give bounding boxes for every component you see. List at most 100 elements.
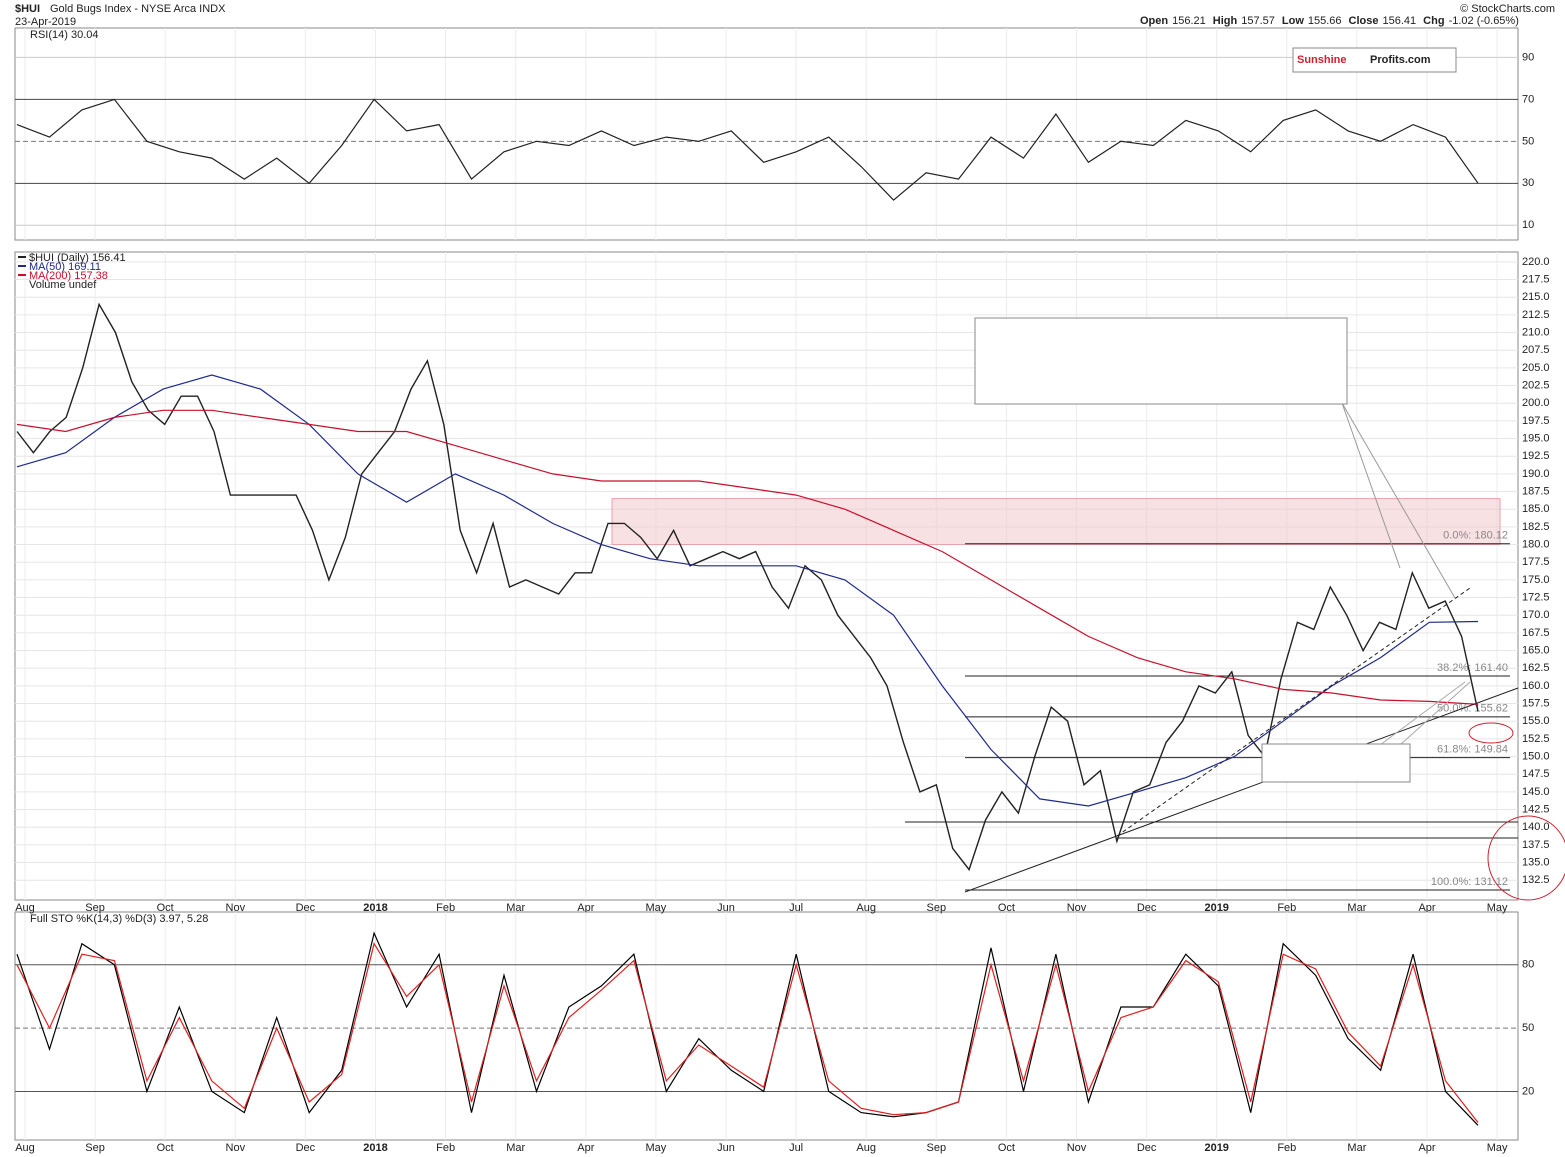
x-tick-label: May [1487,902,1508,914]
x-tick-label: Aug [856,1142,876,1154]
resistance-zone [611,498,1501,546]
x-tick-label: 2018 [363,902,387,914]
quote: Open 156.21 High 157.57 Low 155.66 Close 156.41… [1140,15,1519,27]
x-tick-label: Jun [717,902,735,914]
y-tick-label: 10 [1522,219,1534,231]
y-tick-label: 142.5 [1522,803,1550,815]
quote-label: High [1213,15,1238,27]
x-tick-label: Feb [1277,902,1296,914]
y-tick-label: 200.0 [1522,397,1550,409]
x-tick-label: Sep [927,1142,947,1154]
logo-profits: Profits.com [1370,54,1431,66]
callout-box [974,317,1348,405]
series-line [16,931,1479,1126]
callout-arrow [1379,681,1466,746]
y-tick-label: 177.5 [1522,556,1550,568]
y-tick-label: 152.5 [1522,733,1550,745]
x-tick-label: Apr [577,1142,594,1154]
callout-arrow [1399,681,1471,746]
y-tick-label: 165.0 [1522,644,1550,656]
y-tick-label: 70 [1522,93,1534,105]
series-line [16,374,1479,807]
y-tick-label: 195.0 [1522,432,1550,444]
quote-value: 155.66 [1308,15,1342,27]
symbol: $HUI [15,3,40,15]
y-tick-label: 180.0 [1522,538,1550,550]
y-tick-label: 90 [1522,51,1534,63]
sto-frame [14,911,1519,1141]
x-tick-label: Aug [15,902,35,914]
y-tick-label: 215.0 [1522,291,1550,303]
x-tick-label: Aug [15,1142,35,1154]
x-tick-label: 2019 [1204,1142,1228,1154]
y-tick-label: 80 [1522,959,1534,971]
x-tick-label: Nov [226,1142,246,1154]
x-tick-label: Dec [1137,1142,1157,1154]
legend-swatch [18,265,26,267]
x-tick-label: Aug [856,902,876,914]
x-tick-label: Feb [436,902,455,914]
panel-title: RSI(14) 30.04 [30,29,98,41]
logo-box [1292,47,1457,73]
quote-label: Close [1349,15,1379,27]
y-tick-label: 197.5 [1522,415,1550,427]
x-tick-label: May [646,1142,667,1154]
quote-value: 157.57 [1241,15,1275,27]
x-tick-label: Nov [1067,902,1087,914]
y-tick-label: 192.5 [1522,450,1550,462]
chart-date: 23-Apr-2019 [15,16,76,28]
fib-label: 61.8%: 149.84 [1437,744,1508,756]
x-tick-label: Jul [789,902,803,914]
x-tick-label: May [1487,1142,1508,1154]
highlight-circle [1487,815,1565,901]
legend-entry: $HUI (Daily) 156.41 [29,252,126,264]
y-tick-label: 155.0 [1522,715,1550,727]
callout-box [1261,743,1411,783]
quote-value: -1.02 (-0.65%) [1449,15,1519,27]
volume-label: Volume undef [29,279,97,291]
series-line [16,302,1479,872]
copyright: © StockCharts.com [1460,3,1555,15]
y-tick-label: 185.0 [1522,503,1550,515]
logo-sunshine: Sunshine [1297,54,1347,66]
x-tick-label: Jun [717,1142,735,1154]
quote-value: 156.21 [1172,15,1206,27]
y-tick-label: 175.0 [1522,574,1550,586]
x-tick-label: Feb [1277,1142,1296,1154]
x-tick-label: 2019 [1204,902,1228,914]
x-tick-label: Mar [506,902,525,914]
y-tick-label: 212.5 [1522,309,1550,321]
fib-label: 0.0%: 180.12 [1443,530,1508,542]
x-tick-label: Nov [1067,1142,1087,1154]
fib-label: 100.0%: 131.12 [1431,876,1508,888]
x-tick-label: Oct [157,1142,174,1154]
x-tick-label: Dec [296,902,316,914]
x-tick-label: Dec [296,1142,316,1154]
y-tick-label: 160.0 [1522,680,1550,692]
y-tick-label: 30 [1522,177,1534,189]
x-tick-label: Apr [1418,1142,1435,1154]
y-tick-label: 220.0 [1522,256,1550,268]
x-tick-label: Sep [927,902,947,914]
x-tick-label: Jul [789,1142,803,1154]
x-tick-label: 2018 [363,1142,387,1154]
x-tick-label: Oct [157,902,174,914]
x-tick-label: Mar [506,1142,525,1154]
series-line [16,98,1479,201]
y-tick-label: 202.5 [1522,379,1550,391]
series-line [16,942,1479,1123]
quote-value: 156.41 [1383,15,1417,27]
y-tick-label: 182.5 [1522,521,1550,533]
y-tick-label: 210.0 [1522,326,1550,338]
x-tick-label: Apr [1418,902,1435,914]
x-tick-label: Nov [226,902,246,914]
x-tick-label: Mar [1347,902,1366,914]
y-tick-label: 167.5 [1522,627,1550,639]
y-tick-label: 147.5 [1522,768,1550,780]
y-tick-label: 135.0 [1522,856,1550,868]
x-tick-label: Sep [85,1142,105,1154]
index-name: Gold Bugs Index - NYSE Arca INDX [50,3,226,15]
x-tick-label: Feb [436,1142,455,1154]
y-tick-label: 20 [1522,1085,1534,1097]
